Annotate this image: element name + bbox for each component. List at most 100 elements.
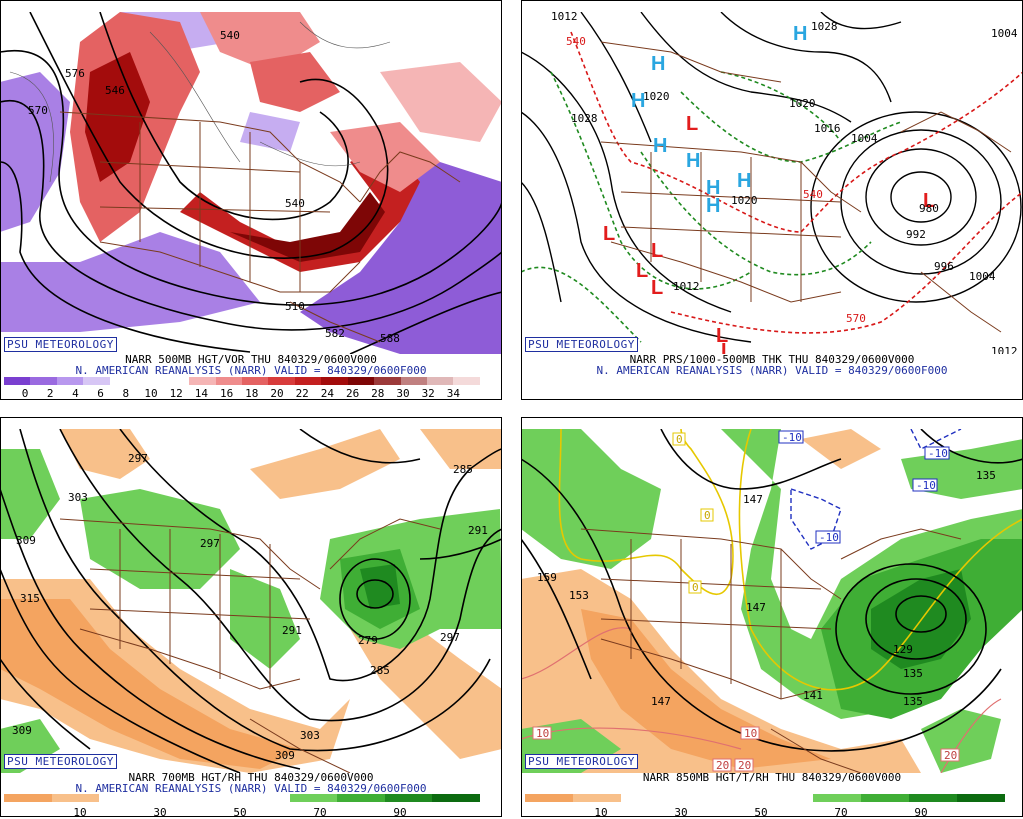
temp-label-box: -10 [815, 530, 841, 544]
isobar-label: 1028 [811, 20, 838, 33]
temp-label-box: 0 [672, 432, 686, 446]
svg-text:-10: -10 [782, 431, 802, 444]
color-scale [4, 794, 480, 802]
color-scale-swatch [861, 794, 909, 802]
color-scale-tick: 14 [194, 387, 209, 400]
contour-label: 303 [300, 729, 320, 742]
color-scale-swatch [337, 794, 385, 802]
contour-label: 546 [105, 84, 125, 97]
t850-map-svg: 159 153 147 147 141 129 135 135 147 135 … [521, 429, 1023, 773]
isobar-label: 1012 [551, 12, 578, 23]
high-pressure-symbol: H [653, 135, 667, 157]
color-scale-tick: 18 [245, 387, 259, 400]
svg-text:10: 10 [744, 727, 757, 740]
color-scale-swatch [432, 794, 480, 802]
contour-label: 285 [370, 664, 390, 677]
panel-pressure-thickness: H H H H H H H H L L L L L L L L 1012 [521, 0, 1023, 400]
temp-label-box: 10 [740, 726, 760, 740]
credit-label: PSU METEOROLOGY [4, 754, 117, 769]
panel-subtitle: N. AMERICAN REANALYSIS (NARR) VALID = 84… [596, 364, 948, 377]
color-scale-swatch [4, 794, 52, 802]
contour-label: 141 [803, 689, 823, 702]
isobar-label: 980 [919, 202, 939, 215]
low-pressure-symbol: L [603, 223, 615, 245]
color-scale-swatch [189, 377, 216, 385]
contour-label: 588 [380, 332, 400, 345]
panel-subtitle: N. AMERICAN REANALYSIS (NARR) VALID = 84… [75, 364, 427, 377]
contour-label: 135 [903, 667, 923, 680]
high-pressure-symbol: H [631, 90, 645, 112]
contour-label: 297 [200, 537, 220, 550]
contour-label: 135 [903, 695, 923, 708]
contour-label: 309 [12, 724, 32, 737]
isobar-label: 1020 [643, 90, 670, 103]
isobar-label: 1012 [673, 280, 700, 293]
svg-text:20: 20 [716, 759, 729, 772]
low-pressure-symbol: L [721, 340, 733, 354]
color-scale-swatch [99, 794, 147, 802]
color-scale-swatch [621, 794, 669, 802]
svg-text:20: 20 [738, 759, 751, 772]
color-scale [525, 794, 1005, 802]
contour-label: 153 [569, 589, 589, 602]
contour-label: 540 [220, 29, 240, 42]
pressure-map-svg: H H H H H H H H L L L L L L L L 1012 [521, 12, 1023, 354]
color-scale-swatch [241, 377, 269, 385]
high-pressure-symbol: H [706, 177, 720, 199]
svg-text:-10: -10 [928, 447, 948, 460]
color-scale-swatch [813, 794, 861, 802]
panel-subtitle: N. AMERICAN REANALYSIS (NARR) VALID = 84… [75, 782, 427, 795]
contour-label: 570 [28, 104, 48, 117]
color-scale-swatch [162, 377, 190, 385]
color-scale-tick: 10 [144, 387, 158, 400]
contour-label: 291 [468, 524, 488, 537]
svg-text:10: 10 [536, 727, 549, 740]
color-scale-tick: 90 [914, 806, 928, 819]
map-pressure-thickness: H H H H H H H H L L L L L L L L 1012 [521, 12, 1023, 354]
low-pressure-symbol: L [686, 113, 698, 135]
color-scale-swatch [241, 794, 290, 802]
color-scale-tick: 0 [21, 387, 29, 400]
color-scale-tick: 26 [345, 387, 360, 400]
panel-500mb-vorticity: 546 540 570 576 582 510 588 540 PSU METE… [0, 0, 502, 400]
contour-label: 309 [16, 534, 36, 547]
color-scale-swatch [194, 794, 242, 802]
color-scale-swatch [56, 377, 84, 385]
panel-700mb-rh: 297 303 309 315 297 291 285 291 279 285 … [0, 417, 502, 819]
color-scale-swatch [109, 377, 137, 385]
panel-title: NARR 850MB HGT/T/RH THU 840329/0600V000 [642, 771, 902, 784]
contour-label: 315 [20, 592, 40, 605]
isobar-label: 1016 [814, 122, 841, 135]
contour-label: 297 [128, 452, 148, 465]
color-scale-swatch [51, 794, 100, 802]
color-scale-swatch [525, 794, 573, 802]
color-scale-swatch [4, 377, 31, 385]
thickness-label: 540 [803, 188, 823, 201]
credit-label: PSU METEOROLOGY [4, 337, 117, 352]
color-scale-tick: 22 [295, 387, 309, 400]
contour-label: 297 [440, 631, 460, 644]
low-pressure-symbol: L [651, 240, 663, 262]
contour-label: 279 [358, 634, 378, 647]
contour-label: 510 [285, 300, 305, 313]
panel-title: NARR 700MB HGT/RH THU 840329/0600V000 [128, 771, 374, 784]
contour-label: 135 [976, 469, 996, 482]
isobar-label: 996 [934, 260, 954, 273]
color-scale-tick: 70 [834, 806, 848, 819]
color-scale-tick: 30 [674, 806, 688, 819]
color-scale-swatch [83, 377, 110, 385]
color-scale-swatch [136, 377, 163, 385]
temp-label-box: 20 [712, 758, 732, 772]
color-scale [4, 377, 480, 385]
temp-label-box: -10 [778, 430, 804, 444]
color-scale-tick: 50 [233, 806, 247, 819]
color-scale-swatch [146, 794, 195, 802]
high-pressure-symbol: H [737, 170, 751, 192]
color-scale-tick: 10 [73, 806, 87, 819]
contour-label: 159 [537, 571, 557, 584]
thickness-label: 570 [846, 312, 866, 325]
credit-label: PSU METEOROLOGY [525, 337, 638, 352]
color-scale-tick: 24 [320, 387, 335, 400]
panel-850mb-temp-rh: 159 153 147 147 141 129 135 135 147 135 … [521, 417, 1023, 819]
contour-label: 309 [275, 749, 295, 762]
